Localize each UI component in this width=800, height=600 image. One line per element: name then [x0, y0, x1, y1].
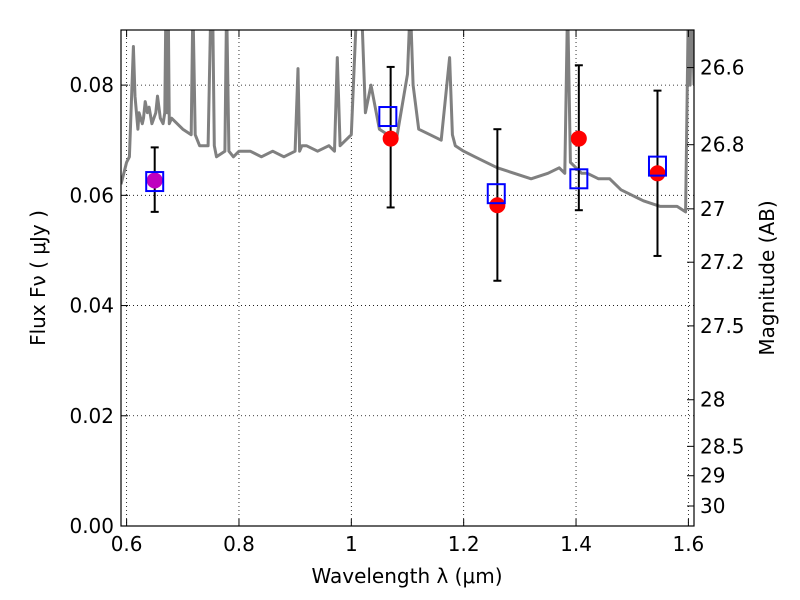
observed-point	[649, 165, 666, 182]
y-tick-label: 0.06	[69, 183, 114, 207]
model-point	[145, 171, 165, 193]
magnitude-tick-label: 27.5	[700, 314, 745, 338]
template-spectrum-line	[121, 30, 694, 214]
x-tick-label: 0.8	[223, 532, 255, 556]
x-tick-label: 1.2	[448, 532, 480, 556]
magnitude-tick-label: 29	[700, 464, 725, 488]
x-axis-ticks: 0.6 0.8 1 1.2 1.4 1.6	[111, 30, 704, 556]
observed-points	[146, 130, 666, 214]
y-tick-label: 0.04	[69, 294, 114, 318]
magnitude-tick-label: 26.6	[700, 56, 745, 80]
observed-point	[146, 172, 163, 189]
y-tick-label: 0.00	[69, 514, 114, 538]
template-spectrum	[121, 30, 694, 214]
x-axis-label: Wavelength λ (μm)	[311, 564, 502, 588]
model-point	[486, 183, 506, 205]
grid	[121, 30, 694, 526]
x-tick-label: 0.6	[111, 532, 143, 556]
magnitude-tick-label: 26.8	[700, 133, 745, 157]
magnitude-tick-label: 28.5	[700, 434, 745, 458]
observed-point	[489, 197, 506, 214]
observed-point	[570, 130, 587, 147]
plot-frame	[120, 29, 695, 527]
magnitude-tick-label: 27	[700, 197, 725, 221]
y-tick-label: 0.02	[69, 404, 114, 428]
magnitude-tick-label: 27.2	[700, 250, 745, 274]
y-axis-label: Flux Fν ( μJy )	[26, 210, 50, 346]
y-tick-label: 0.08	[69, 73, 114, 97]
model-point	[378, 106, 398, 128]
observed-point	[382, 130, 399, 147]
y2-axis-label: Magnitude (AB)	[755, 200, 779, 355]
x-tick-label: 1	[345, 532, 358, 556]
magnitude-tick-label: 30	[700, 494, 725, 518]
model-point	[647, 155, 667, 177]
magnitude-tick-label: 28	[700, 388, 725, 412]
x-tick-label: 1.4	[560, 532, 592, 556]
x-tick-label: 1.6	[672, 532, 704, 556]
model-points	[145, 106, 667, 205]
magnitude-axis-ticks: 26.6 26.8 27 27.2 27.5 28 28.5 29 30	[687, 56, 745, 518]
model-point	[569, 168, 589, 190]
y-axis-ticks: 0.00 0.02 0.04 0.06 0.08	[69, 73, 128, 538]
